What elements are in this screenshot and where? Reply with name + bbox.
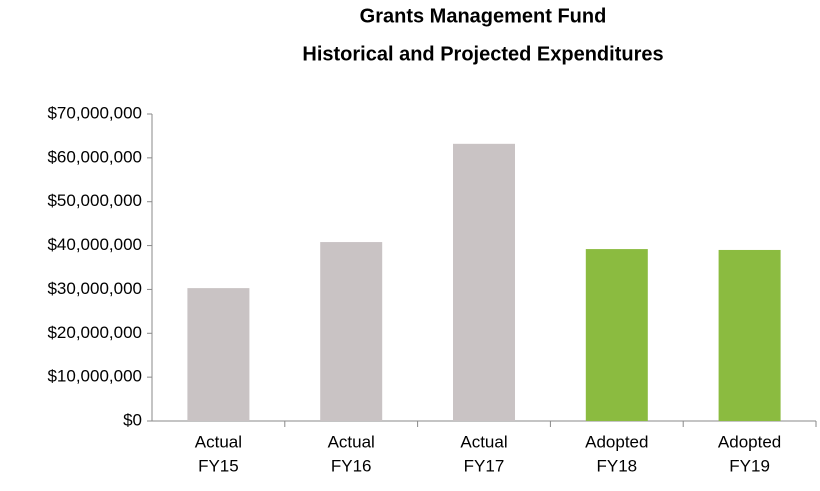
chart-subtitle: Historical and Projected Expenditures	[302, 43, 663, 65]
bar	[585, 249, 648, 421]
x-tick-label: FY18	[596, 456, 637, 475]
x-tick-label: FY19	[729, 456, 770, 475]
bar	[320, 242, 383, 421]
x-tick-label: FY16	[331, 456, 372, 475]
y-tick-label: $20,000,000	[47, 323, 142, 342]
bar	[453, 143, 515, 421]
y-tick-label: $50,000,000	[47, 191, 142, 210]
y-tick-label: $40,000,000	[47, 235, 142, 254]
chart-title: Grants Management Fund	[360, 5, 607, 27]
x-tick-label: Actual	[195, 432, 242, 451]
x-tick-label: FY17	[464, 456, 505, 475]
y-tick-label: $30,000,000	[47, 279, 142, 298]
y-tick-label: $70,000,000	[47, 103, 142, 122]
x-tick-label: Actual	[328, 432, 375, 451]
x-tick-label: Adopted	[718, 432, 781, 451]
bar	[187, 288, 250, 421]
y-tick-label: $10,000,000	[47, 367, 142, 386]
x-tick-label: Adopted	[585, 432, 648, 451]
x-tick-label: FY15	[198, 456, 239, 475]
x-tick-label: Actual	[460, 432, 507, 451]
y-tick-label: $60,000,000	[47, 147, 142, 166]
y-tick-label: $0	[123, 410, 142, 429]
bar	[718, 249, 781, 421]
